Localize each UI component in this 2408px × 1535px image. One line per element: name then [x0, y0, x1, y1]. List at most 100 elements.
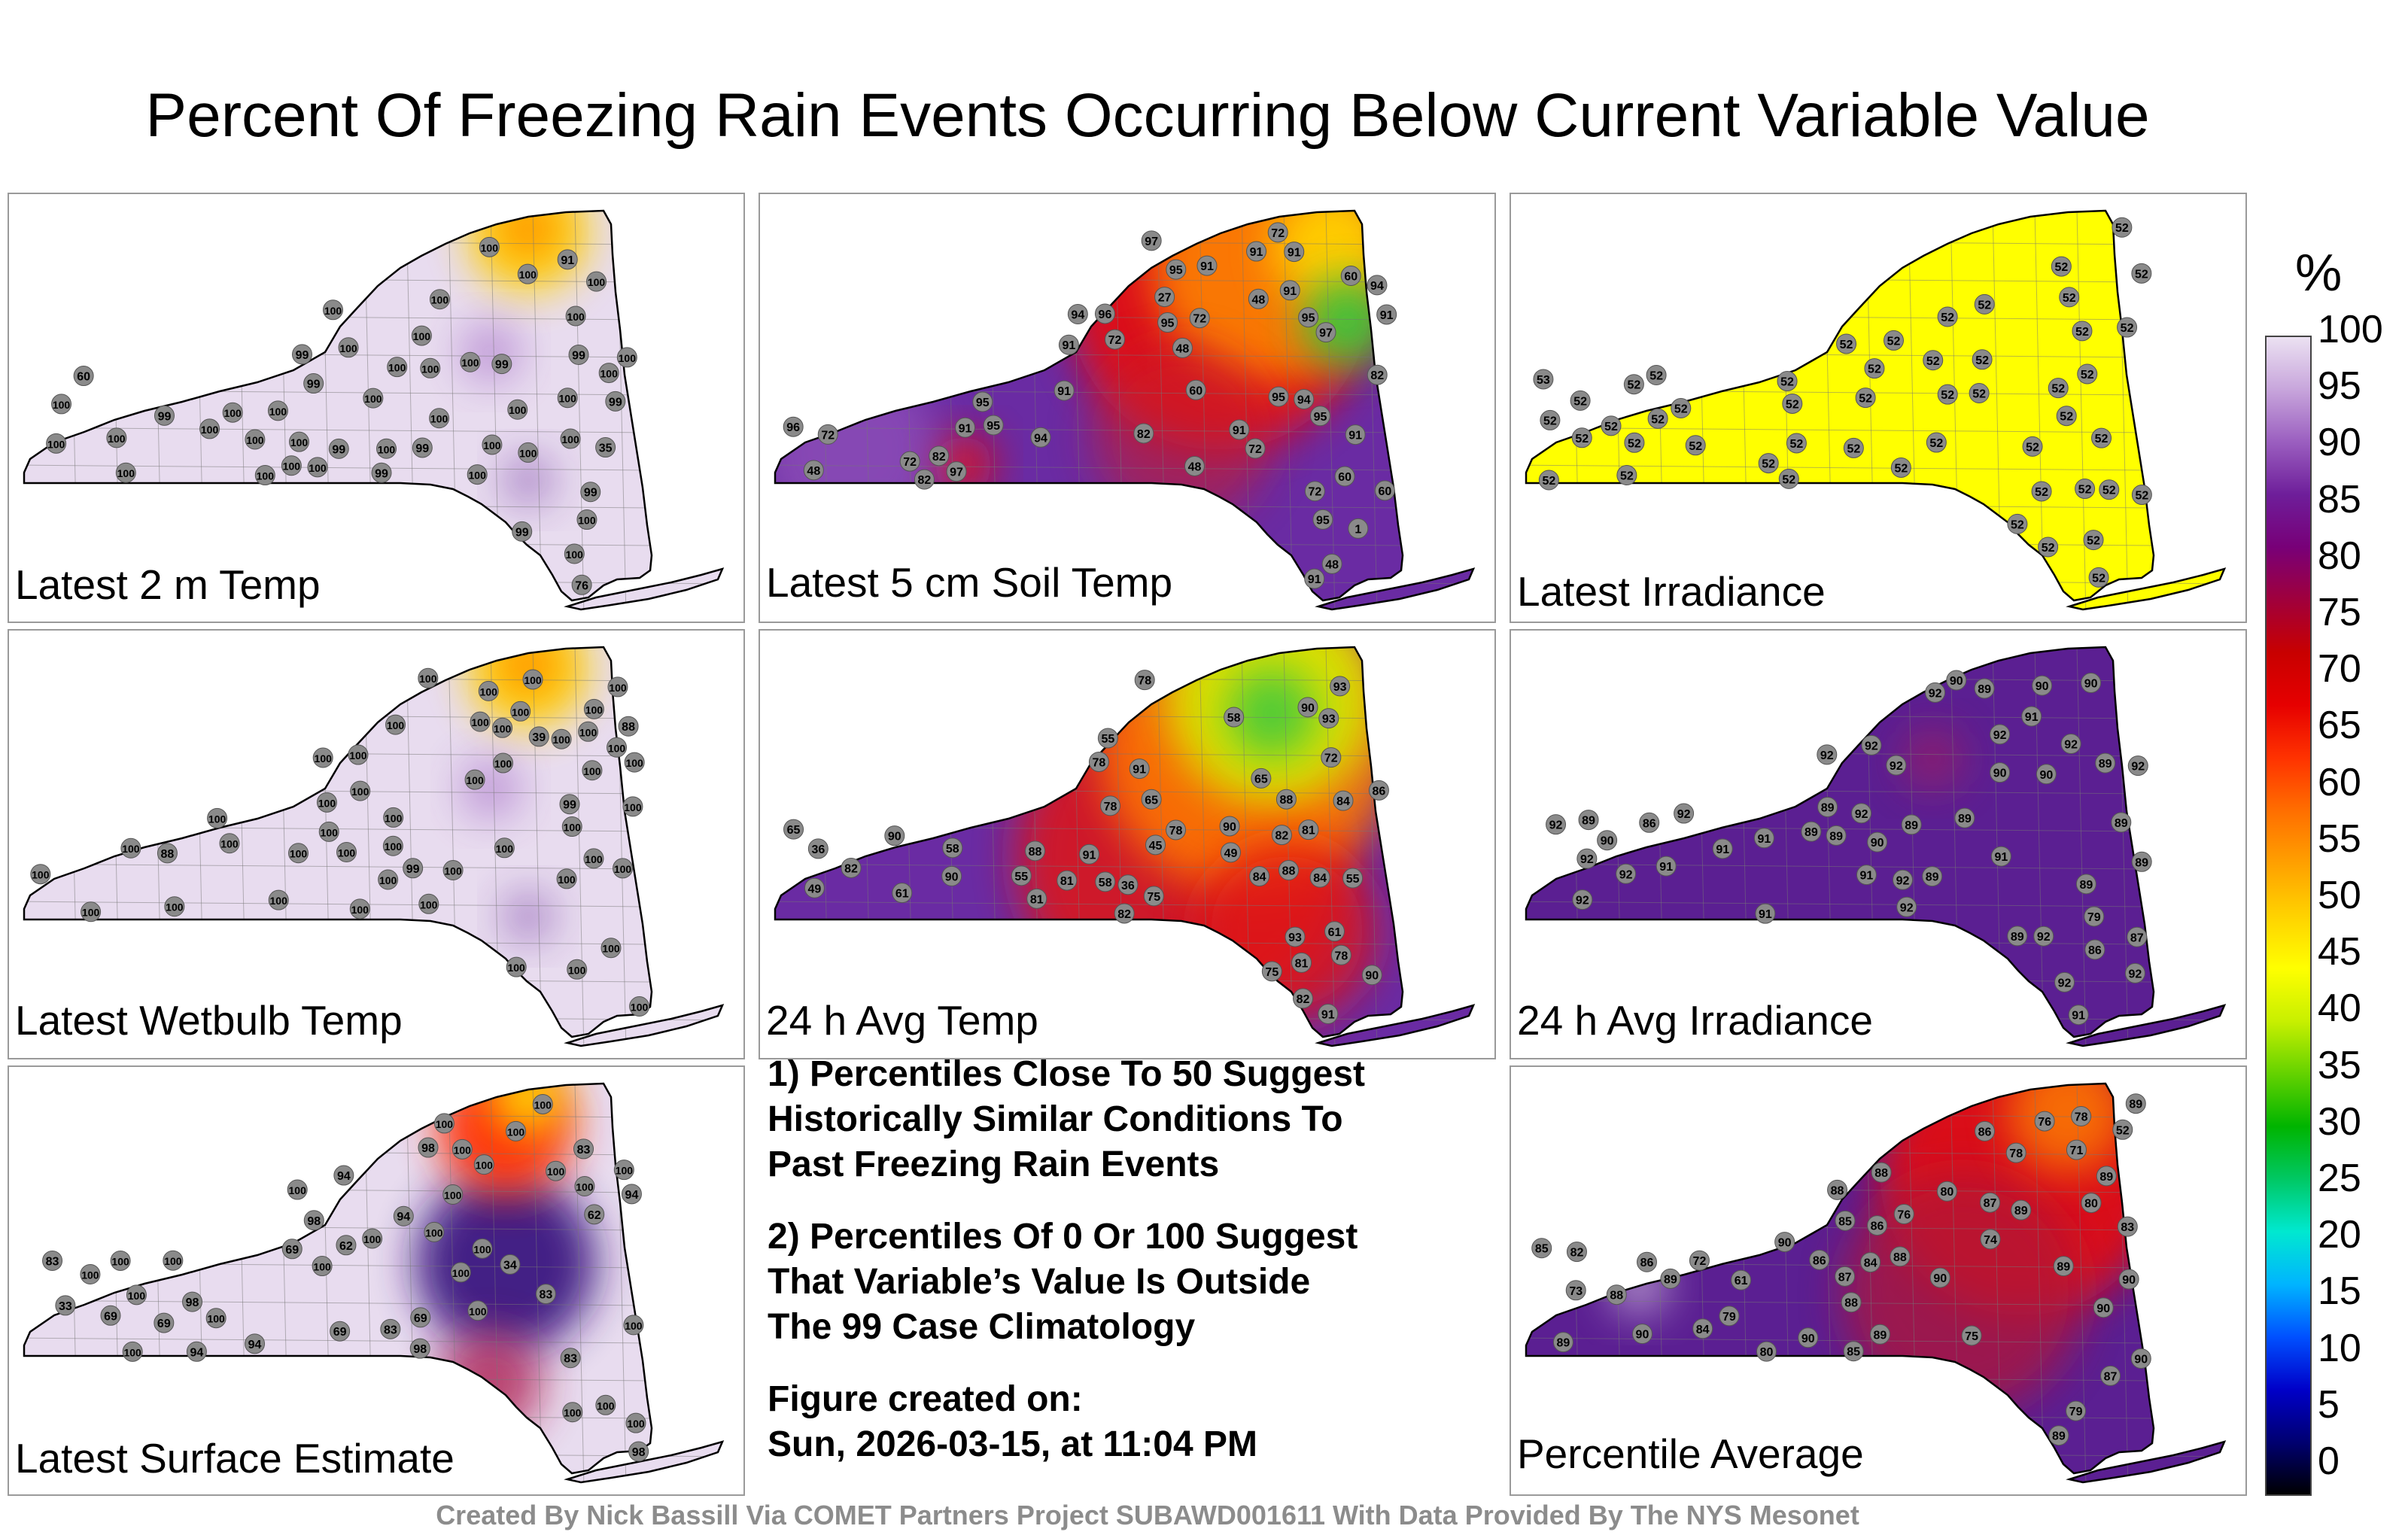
- station-marker: 58: [942, 837, 963, 859]
- station-value: 95: [976, 397, 990, 409]
- station-value: 100: [583, 765, 601, 777]
- station-marker: 85: [1843, 1341, 1864, 1362]
- station-value: 52: [1543, 415, 1557, 427]
- station-value: 99: [158, 410, 172, 423]
- station-value: 98: [186, 1296, 199, 1309]
- station-marker: 89: [2048, 1425, 2069, 1446]
- station-marker: 100: [464, 769, 485, 790]
- station-marker: 100: [583, 848, 604, 869]
- station-value: 100: [313, 1261, 331, 1273]
- station-marker: 52: [1890, 457, 1911, 478]
- station-marker: 89: [1817, 796, 1838, 817]
- station-value: 90: [888, 831, 901, 843]
- station-value: 45: [1149, 840, 1163, 853]
- station-marker: 52: [2059, 287, 2080, 308]
- colorbar-tick-label: 75: [2318, 591, 2361, 634]
- station-value: 34: [503, 1259, 517, 1272]
- station-value: 100: [270, 895, 288, 907]
- station-marker: 82: [1293, 988, 1314, 1009]
- station-value: 89: [1582, 815, 1595, 828]
- station-marker: 91: [1318, 1004, 1339, 1025]
- station-marker: 91: [1304, 568, 1325, 589]
- station-marker: 100: [387, 357, 408, 378]
- station-value: 52: [1887, 335, 1901, 348]
- station-marker: 100: [362, 1228, 383, 1249]
- station-marker: 52: [1646, 365, 1667, 386]
- station-value: 90: [1801, 1333, 1815, 1345]
- station-value: 99: [332, 443, 345, 456]
- station-marker: 91: [1753, 828, 1774, 849]
- station-value: 49: [1224, 847, 1238, 860]
- station-value: 88: [1893, 1251, 1907, 1264]
- station-value: 83: [564, 1353, 577, 1366]
- station-marker: 69: [100, 1305, 121, 1326]
- station-value: 99: [375, 467, 388, 480]
- panel-2m-temp: 60 35 99 99 100 100 100 99 99 100 99 91 99 100 100 100 1…: [8, 193, 745, 623]
- station-value: 55: [1101, 733, 1114, 746]
- state-map: 61 52 72 78 80 83 75 76 79 80 84 76 74 71 78 73 84 88 89 90…: [1525, 1082, 2227, 1484]
- station-value: 100: [338, 847, 356, 859]
- station-marker: 52: [1926, 432, 1947, 453]
- station-marker: 100: [479, 236, 500, 257]
- station-value: 52: [1929, 437, 1943, 450]
- station-marker: 52: [2072, 321, 2093, 342]
- station-value: 83: [577, 1144, 591, 1157]
- station-value: 89: [2099, 1171, 2113, 1184]
- station-marker: 78: [1166, 819, 1187, 840]
- station-value: 78: [2009, 1147, 2023, 1160]
- panel-label: Latest 5 cm Soil Temp: [766, 559, 1173, 606]
- station-value: 100: [452, 1267, 470, 1279]
- panel-24h-avg-temp: 72 58 45 36 58 55 49 36 61 75 58 49 65 78 55 81 61 55 78 82…: [759, 629, 1496, 1059]
- station-marker: 78: [2005, 1142, 2026, 1163]
- station-value: 52: [1573, 395, 1587, 408]
- station-value: 90: [1871, 837, 1884, 850]
- station-value: 99: [584, 487, 597, 500]
- station-value: 100: [519, 269, 537, 281]
- station-value: 48: [1251, 293, 1265, 306]
- station-marker: 52: [2031, 481, 2052, 502]
- station-value: 92: [1865, 740, 1878, 752]
- station-value: 91: [1380, 309, 1394, 322]
- station-value: 89: [2115, 817, 2128, 830]
- station-value: 99: [307, 378, 321, 391]
- station-value: 91: [1283, 285, 1297, 298]
- station-value: 91: [561, 254, 574, 267]
- station-marker: 91: [1246, 241, 1267, 262]
- station-value: 52: [2081, 369, 2094, 381]
- station-marker: 100: [268, 889, 289, 910]
- station-marker: 52: [1616, 464, 1637, 485]
- station-marker: 95: [1298, 307, 1319, 328]
- station-value: 92: [2064, 739, 2078, 752]
- station-value: 85: [1847, 1346, 1860, 1359]
- station-marker: 90: [2081, 673, 2102, 694]
- station-value: 100: [349, 749, 367, 761]
- station-value: 90: [1778, 1237, 1792, 1250]
- station-marker: 92: [1616, 863, 1637, 884]
- station-value: 100: [318, 797, 336, 809]
- station-value: 52: [1762, 458, 1775, 471]
- station-value: 27: [1158, 292, 1172, 305]
- station-marker: 100: [350, 780, 371, 801]
- station-value: 100: [436, 1118, 454, 1130]
- station-value: 100: [290, 436, 309, 448]
- station-marker: 100: [288, 843, 309, 864]
- station-value: 100: [385, 840, 403, 853]
- station-marker: 100: [600, 938, 622, 959]
- station-value: 52: [2026, 441, 2039, 454]
- colorbar-tick-label: 25: [2318, 1157, 2361, 1200]
- station-value: 100: [466, 774, 484, 786]
- station-marker: 98: [628, 1441, 649, 1462]
- station-marker: 100: [382, 835, 403, 856]
- station-value: 100: [509, 404, 527, 416]
- station-marker: 99: [291, 344, 312, 365]
- station-marker: 100: [518, 442, 539, 463]
- station-value: 100: [496, 843, 514, 855]
- figure-created: Figure created on: Sun, 2026-03-15, at 1…: [768, 1379, 1257, 1464]
- state-map: 52 52 52 52 52 52 52 52 52 52 52 52 52 52 52 53 52 52 52 52…: [1525, 209, 2227, 611]
- station-value: 100: [614, 863, 632, 875]
- station-marker: 60: [1334, 466, 1355, 487]
- station-marker: 95: [1312, 509, 1333, 530]
- station-value: 80: [2084, 1198, 2098, 1211]
- station-marker: 65: [1141, 789, 1162, 810]
- station-value: 88: [1831, 1184, 1844, 1197]
